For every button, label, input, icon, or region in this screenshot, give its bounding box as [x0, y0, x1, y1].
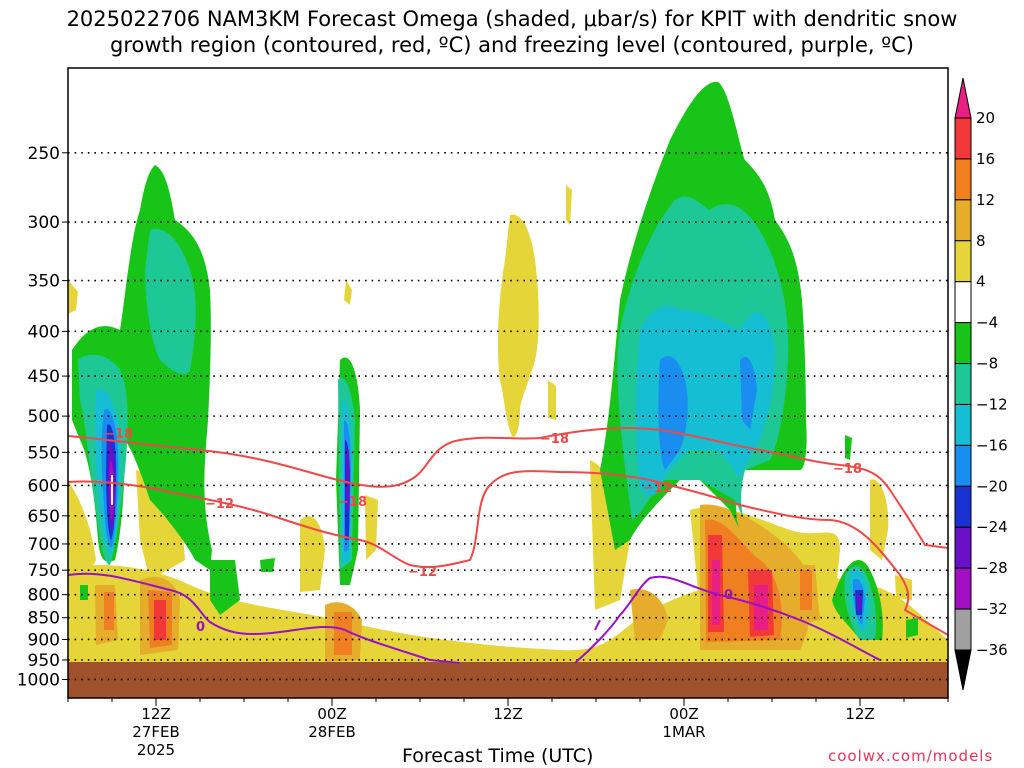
- x-tick-sublabel2: 2025: [137, 741, 175, 759]
- pressure-grid: [68, 151, 948, 681]
- x-tick-label: 12Z: [141, 705, 170, 723]
- y-tick-label: 800: [28, 586, 60, 606]
- colorbar-label: −4: [976, 314, 998, 332]
- contour-label-minus18-a: −18: [104, 427, 133, 442]
- y-tick-label: 350: [28, 272, 60, 292]
- y-tick-label: 950: [28, 651, 60, 671]
- colorbar-label: −24: [976, 518, 1008, 536]
- colorbar-label: −8: [976, 355, 998, 373]
- y-tick-label: 1000: [17, 670, 60, 690]
- y-axis: 2503003504004505005506006507007508008509…: [17, 144, 68, 690]
- colorbar-swatch: [954, 485, 972, 528]
- y-tick-label: 650: [28, 507, 60, 527]
- y-tick-label: 750: [28, 561, 60, 581]
- colorbar-swatch: [954, 281, 972, 324]
- y-tick-label: 250: [28, 144, 60, 164]
- colorbar-swatch: [954, 608, 972, 651]
- colorbar-swatch: [954, 363, 972, 405]
- y-tick-label: 400: [28, 322, 60, 342]
- contour-label-minus18-c: −18: [540, 432, 569, 447]
- colorbar-label: 4: [976, 273, 986, 291]
- y-tick-label: 900: [28, 630, 60, 650]
- colorbar-label: 12: [976, 191, 995, 209]
- colorbar-label: 20: [976, 109, 995, 127]
- colorbar-swatch: [954, 403, 972, 446]
- colorbar-swatch: [954, 158, 972, 201]
- chart-title: 2025022706 NAM3KM Forecast Omega (shaded…: [0, 6, 1024, 58]
- contour-lines: [68, 427, 948, 664]
- colorbar-label: −28: [976, 559, 1008, 577]
- colorbar-label: 16: [976, 150, 995, 168]
- title-line-2: growth region (contoured, red, ºC) and f…: [110, 33, 914, 57]
- colorbar-bottom-arrow: [954, 649, 972, 691]
- contour-label-zero-b: 0: [724, 588, 733, 603]
- colorbar-label: −20: [976, 477, 1008, 495]
- y-tick-label: 850: [28, 609, 60, 629]
- x-tick-sublabel: 27FEB: [132, 723, 179, 741]
- colorbar-label: −36: [976, 641, 1008, 659]
- y-tick-label: 600: [28, 476, 60, 496]
- contour-label-zero-a: 0: [196, 620, 205, 635]
- colorbar-swatch: [954, 322, 972, 365]
- contour-label-minus12-a: −12: [205, 497, 234, 512]
- contour-label-minus12-b: −12: [408, 565, 437, 580]
- colorbar-swatch: [954, 199, 972, 242]
- y-tick-label: 300: [28, 213, 60, 233]
- credit-link[interactable]: coolwx.com/models: [828, 747, 994, 765]
- contour-labels: −18 −18 −18 −18 −12 −12 −12 0 0: [104, 427, 862, 635]
- colorbar-top-arrow: [954, 77, 972, 119]
- colorbar-swatch: [954, 526, 972, 569]
- x-tick-label: 00Z: [669, 705, 698, 723]
- y-tick-label: 700: [28, 535, 60, 555]
- contour-label-minus18-b: −18: [338, 495, 367, 510]
- shaded-omega-field: [68, 81, 948, 698]
- colorbar-label: 8: [976, 232, 986, 250]
- x-axis-label: Forecast Time (UTC): [402, 745, 594, 767]
- y-tick-label: 450: [28, 367, 60, 387]
- colorbar-swatch: [954, 567, 972, 610]
- x-tick-label: 12Z: [845, 705, 874, 723]
- omega-16-plus-areas: [154, 535, 774, 640]
- y-tick-label: 500: [28, 407, 60, 427]
- colorbar-label: −12: [976, 395, 1008, 413]
- colorbar-swatch: [954, 240, 972, 283]
- contour-zero: [68, 572, 881, 664]
- contour-label-minus12-c: −12: [643, 481, 672, 496]
- contour-minus-12: [68, 470, 948, 636]
- x-tick-label: 00Z: [317, 705, 346, 723]
- contour-minus-18: [68, 427, 948, 549]
- omega-strong-upward-cores: [106, 424, 863, 615]
- title-line-1: 2025022706 NAM3KM Forecast Omega (shaded…: [66, 7, 958, 31]
- x-tick-sublabel: 28FEB: [308, 723, 355, 741]
- colorbar-label: −32: [976, 600, 1008, 618]
- colorbar-swatch: [954, 444, 972, 487]
- colorbar-label: −16: [976, 436, 1008, 454]
- colorbar-swatch: [954, 117, 972, 160]
- y-tick-label: 550: [28, 443, 60, 463]
- x-tick-label: 12Z: [493, 705, 522, 723]
- x-tick-sublabel: 1MAR: [662, 723, 705, 741]
- colorbar: 20 16 12 8 4 −4 −8 −12 −16 −20 −24 −28 −32 −36: [954, 77, 1008, 691]
- contour-label-minus18-d: −18: [833, 462, 862, 477]
- contour-zero-small: [594, 619, 601, 631]
